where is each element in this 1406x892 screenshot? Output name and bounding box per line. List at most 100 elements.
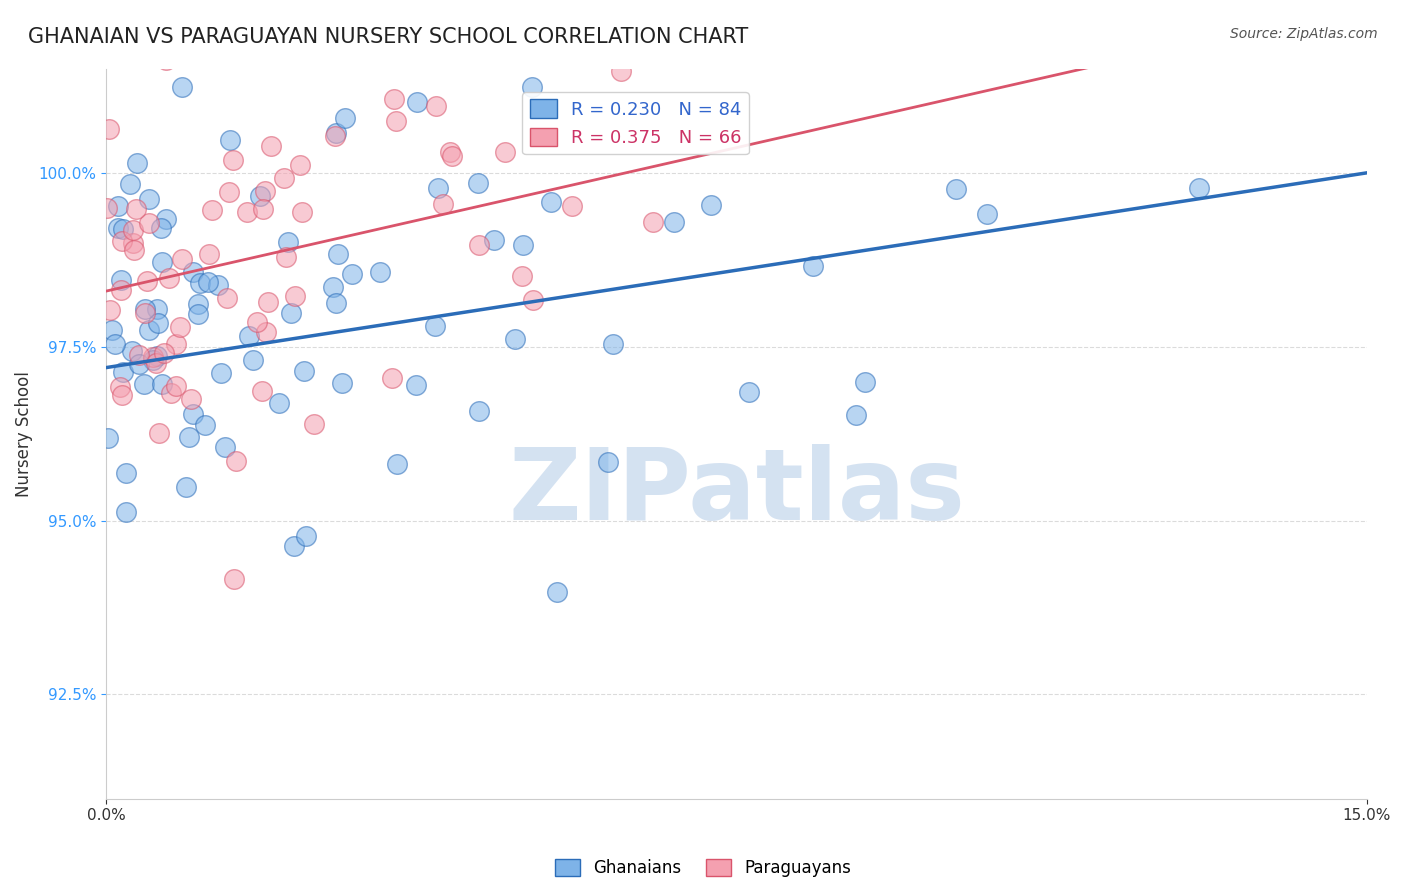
Point xyxy=(183,407,205,421)
Point xyxy=(803,259,825,273)
Point xyxy=(267,396,290,410)
Point xyxy=(468,237,491,252)
Y-axis label: Nursery School: Nursery School xyxy=(15,371,32,497)
Point xyxy=(342,267,364,281)
Point xyxy=(142,350,165,364)
Legend: Ghanaians, Paraguayans: Ghanaians, Paraguayans xyxy=(548,852,858,884)
Point xyxy=(125,202,148,216)
Point xyxy=(522,293,544,307)
Point xyxy=(170,80,193,95)
Point xyxy=(145,356,167,370)
Point xyxy=(142,353,165,368)
Point xyxy=(853,375,876,389)
Point xyxy=(136,274,159,288)
Point xyxy=(284,289,307,303)
Point xyxy=(150,220,173,235)
Point xyxy=(122,236,145,251)
Point xyxy=(160,386,183,401)
Point xyxy=(246,315,269,329)
Text: ZIPatlas: ZIPatlas xyxy=(508,443,965,541)
Point xyxy=(522,79,544,94)
Point xyxy=(146,302,169,317)
Point xyxy=(384,92,406,106)
Point xyxy=(238,328,260,343)
Point xyxy=(209,367,232,381)
Point xyxy=(134,302,156,317)
Point xyxy=(302,417,325,432)
Point xyxy=(979,23,1001,37)
Point xyxy=(155,54,177,68)
Text: Source: ZipAtlas.com: Source: ZipAtlas.com xyxy=(1230,27,1378,41)
Point xyxy=(252,202,274,216)
Point xyxy=(385,114,408,128)
Point xyxy=(201,203,224,218)
Point xyxy=(641,215,664,229)
Point xyxy=(325,296,347,310)
Point xyxy=(222,572,245,586)
Point xyxy=(236,205,259,219)
Point xyxy=(215,291,238,305)
Point xyxy=(546,584,568,599)
Point xyxy=(97,122,120,136)
Point xyxy=(441,149,464,163)
Point xyxy=(174,480,197,494)
Point xyxy=(111,388,134,402)
Point xyxy=(222,153,245,168)
Point xyxy=(124,243,146,257)
Point xyxy=(138,216,160,230)
Point xyxy=(110,283,132,297)
Point xyxy=(181,265,204,279)
Point xyxy=(197,275,219,289)
Point xyxy=(439,145,461,160)
Point xyxy=(945,182,967,196)
Point xyxy=(152,376,174,391)
Point xyxy=(468,404,491,418)
Point xyxy=(134,306,156,320)
Point xyxy=(503,332,526,346)
Point xyxy=(283,539,305,553)
Point xyxy=(97,431,120,445)
Point xyxy=(976,207,998,221)
Point xyxy=(609,64,631,78)
Point xyxy=(128,357,150,371)
Point xyxy=(467,176,489,190)
Point xyxy=(405,377,427,392)
Point xyxy=(165,378,187,392)
Point xyxy=(427,180,450,194)
Point xyxy=(118,177,141,191)
Point xyxy=(257,294,280,309)
Point xyxy=(138,192,160,206)
Point xyxy=(190,277,212,291)
Point xyxy=(112,365,135,379)
Point xyxy=(150,254,173,268)
Point xyxy=(146,316,169,330)
Text: GHANAIAN VS PARAGUAYAN NURSERY SCHOOL CORRELATION CHART: GHANAIAN VS PARAGUAYAN NURSERY SCHOOL CO… xyxy=(28,27,748,46)
Point xyxy=(111,234,134,248)
Point xyxy=(432,197,454,211)
Legend: R = 0.230   N = 84, R = 0.375   N = 66: R = 0.230 N = 84, R = 0.375 N = 66 xyxy=(523,92,749,154)
Point xyxy=(114,505,136,519)
Point xyxy=(277,235,299,249)
Point xyxy=(134,377,156,392)
Point xyxy=(323,128,346,143)
Point xyxy=(276,250,298,264)
Point xyxy=(138,322,160,336)
Point xyxy=(96,201,118,215)
Point xyxy=(596,455,619,469)
Point xyxy=(1188,181,1211,195)
Point xyxy=(602,337,624,351)
Point xyxy=(100,322,122,336)
Point xyxy=(482,233,505,247)
Point xyxy=(225,453,247,467)
Point xyxy=(194,417,217,432)
Point xyxy=(148,425,170,440)
Point xyxy=(280,306,302,320)
Point xyxy=(180,392,202,407)
Point xyxy=(207,38,229,53)
Point xyxy=(179,430,201,444)
Point xyxy=(368,265,391,279)
Point xyxy=(335,21,357,35)
Point xyxy=(253,184,276,198)
Point xyxy=(700,198,723,212)
Point xyxy=(107,199,129,213)
